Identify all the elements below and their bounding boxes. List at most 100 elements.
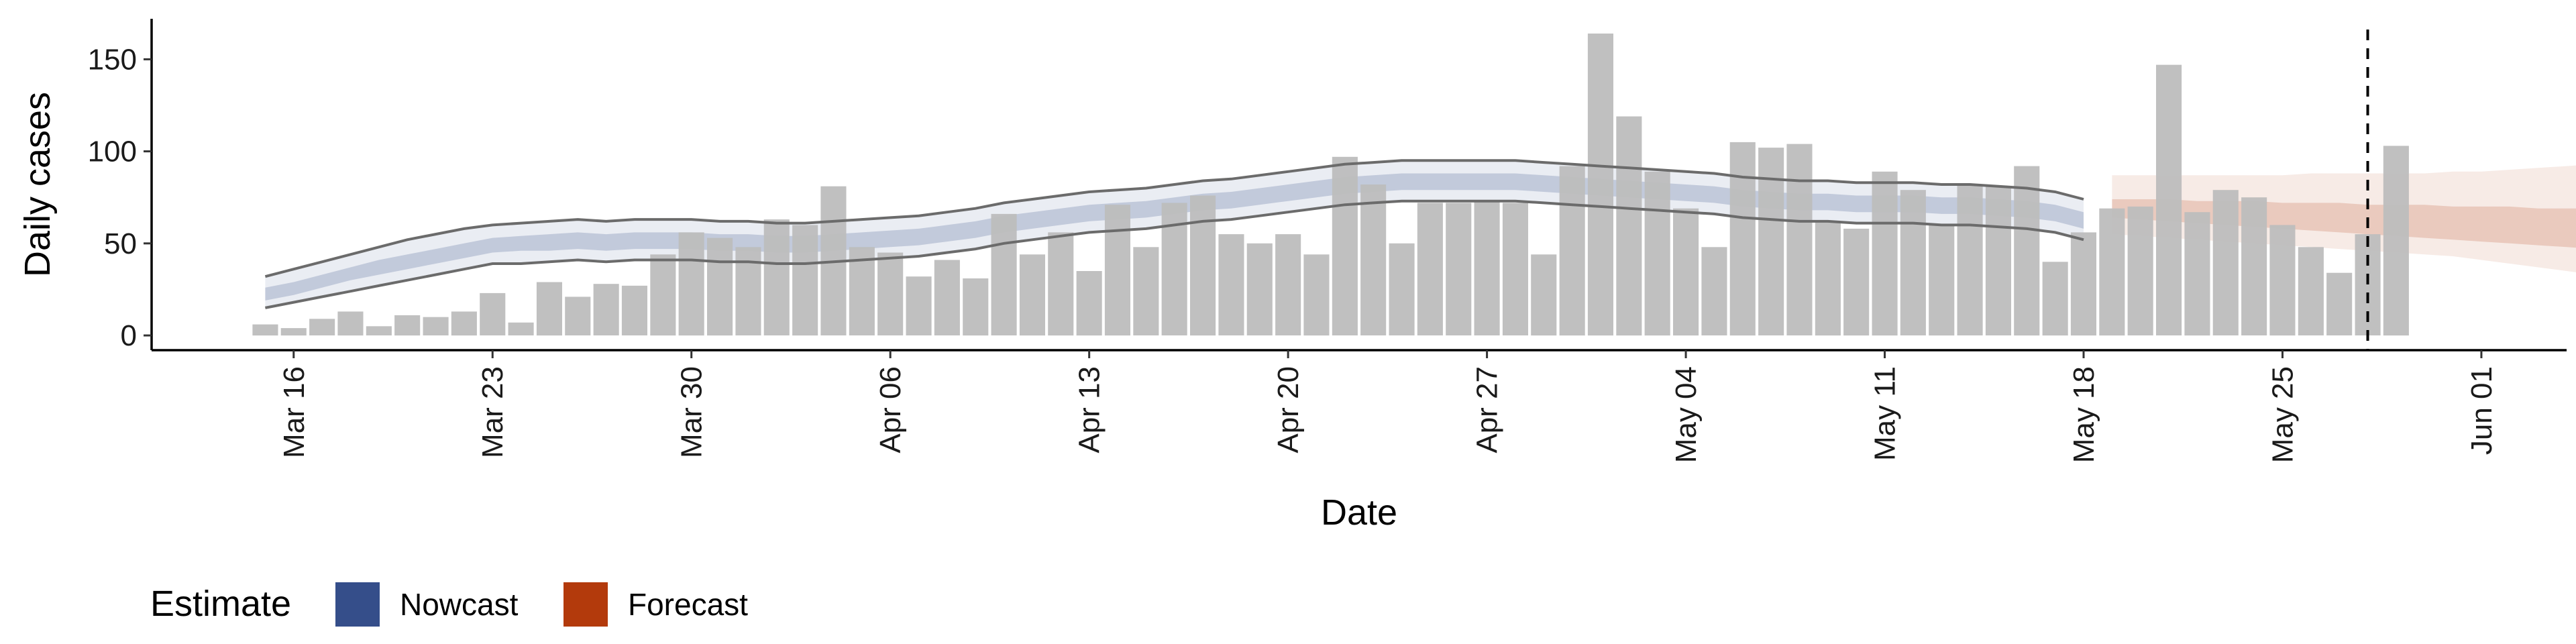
bar bbox=[877, 252, 904, 335]
bar bbox=[2269, 225, 2296, 336]
bar bbox=[1417, 203, 1443, 335]
bar bbox=[650, 254, 676, 336]
bar bbox=[1389, 243, 1415, 335]
bar bbox=[1332, 156, 1358, 336]
bar bbox=[2184, 212, 2210, 336]
bars-layer bbox=[252, 34, 2409, 336]
bar bbox=[508, 322, 534, 335]
bar bbox=[536, 282, 562, 336]
bar bbox=[1076, 271, 1102, 336]
bar bbox=[1019, 254, 1045, 336]
legend: Estimate Nowcast Forecast bbox=[150, 582, 748, 627]
x-tick-label: May 18 bbox=[2068, 366, 2100, 463]
x-tick-label: Jun 01 bbox=[2465, 366, 2498, 455]
x-tick-label: Mar 23 bbox=[476, 366, 509, 458]
bar bbox=[1502, 203, 1528, 335]
bar bbox=[2326, 272, 2353, 335]
x-tick-label: Apr 27 bbox=[1471, 366, 1504, 453]
bar bbox=[1616, 116, 1642, 336]
bar bbox=[1957, 184, 1983, 335]
x-tick-label: Apr 20 bbox=[1272, 366, 1305, 453]
bar bbox=[1786, 144, 1813, 335]
bar bbox=[1104, 205, 1130, 336]
bar bbox=[394, 315, 421, 336]
bar bbox=[2383, 146, 2409, 336]
bar bbox=[1246, 243, 1273, 335]
y-tick-label: 0 bbox=[121, 319, 137, 352]
bar bbox=[1673, 208, 1699, 336]
nowcast-lower-line bbox=[265, 199, 2084, 309]
bar bbox=[2298, 247, 2324, 335]
x-tick-label: May 04 bbox=[1670, 366, 1703, 463]
bar bbox=[1303, 254, 1330, 336]
y-tick-label: 150 bbox=[88, 43, 137, 76]
bar bbox=[1474, 201, 1500, 335]
bar bbox=[1559, 166, 1585, 336]
axes-layer: 0 50 100 150 Mar 16 Mar 23 Mar 30 Apr 06 Apr 13 A… bbox=[17, 19, 2567, 533]
bar bbox=[1815, 221, 1841, 336]
x-tick-label: May 25 bbox=[2267, 366, 2300, 463]
bar bbox=[763, 219, 790, 335]
bar bbox=[1446, 203, 1472, 335]
y-tick-label: 50 bbox=[104, 227, 137, 260]
bar bbox=[621, 285, 647, 335]
bar bbox=[1587, 34, 1613, 336]
bar bbox=[451, 311, 477, 336]
bar bbox=[1758, 148, 1784, 335]
bar bbox=[1048, 232, 1074, 336]
bar bbox=[309, 319, 335, 335]
bar bbox=[2212, 190, 2239, 335]
bar bbox=[2127, 206, 2153, 335]
x-tick-label: Apr 06 bbox=[874, 366, 907, 453]
bar bbox=[1929, 225, 1955, 336]
y-tick-label: 100 bbox=[88, 136, 137, 168]
nowcast-upper-line bbox=[264, 159, 2084, 278]
bar bbox=[252, 324, 278, 336]
bar bbox=[735, 247, 761, 335]
bar bbox=[1900, 190, 1926, 335]
bar bbox=[963, 278, 989, 336]
bar bbox=[1872, 171, 1898, 336]
bar bbox=[1729, 142, 1756, 336]
bar bbox=[1701, 247, 1727, 335]
bar bbox=[280, 328, 307, 336]
bar bbox=[2014, 166, 2040, 336]
bar bbox=[423, 317, 449, 335]
bar bbox=[2070, 232, 2096, 336]
x-tick-label: Mar 16 bbox=[278, 366, 311, 458]
bar bbox=[366, 326, 392, 335]
bar bbox=[480, 292, 506, 335]
bar bbox=[593, 284, 619, 335]
bar bbox=[1985, 186, 2011, 335]
outline-layer bbox=[264, 30, 2369, 350]
bar bbox=[337, 311, 364, 336]
bar bbox=[2042, 262, 2068, 336]
bar bbox=[2099, 208, 2125, 336]
y-axis-title: Daily cases bbox=[17, 92, 58, 277]
legend-label: Forecast bbox=[628, 587, 748, 622]
legend-label: Nowcast bbox=[400, 587, 519, 622]
bar bbox=[1531, 254, 1557, 336]
bar bbox=[678, 232, 704, 336]
bar bbox=[1190, 195, 1216, 336]
bar bbox=[1843, 228, 1870, 336]
bar bbox=[1218, 234, 1244, 335]
bar bbox=[2241, 197, 2267, 335]
x-tick-label: Apr 13 bbox=[1073, 366, 1106, 453]
x-tick-label: May 11 bbox=[1869, 366, 1902, 461]
bar bbox=[792, 225, 818, 336]
x-tick-label: Mar 30 bbox=[676, 366, 708, 458]
bar bbox=[1360, 184, 1387, 335]
legend-swatch bbox=[564, 582, 608, 627]
bar bbox=[906, 276, 932, 335]
bar bbox=[1275, 234, 1301, 335]
bar bbox=[2156, 64, 2182, 335]
nowcast-band-50 bbox=[265, 173, 2084, 301]
x-axis-title: Date bbox=[1321, 492, 1397, 533]
bar bbox=[1644, 171, 1670, 336]
bar bbox=[991, 213, 1017, 335]
bar bbox=[565, 297, 591, 335]
bar bbox=[1133, 247, 1159, 335]
legend-swatch bbox=[335, 582, 380, 627]
